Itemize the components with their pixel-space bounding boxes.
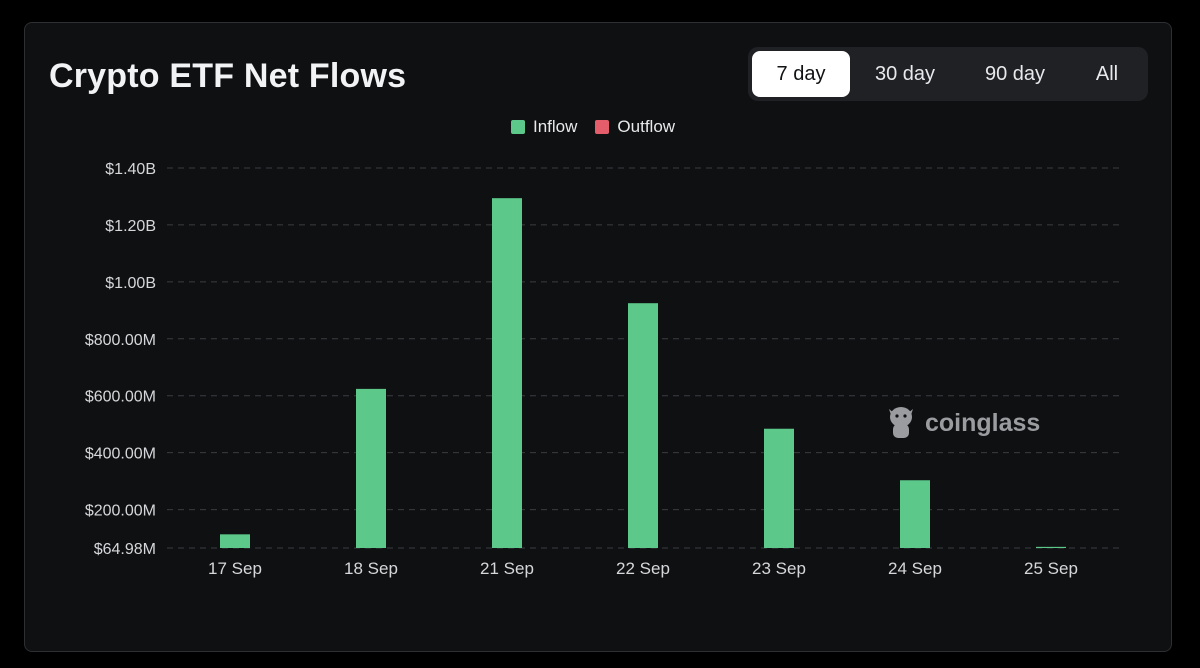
chart-legend: Inflow Outflow (511, 117, 693, 137)
y-tick-label: $200.00M (85, 503, 156, 520)
x-tick-label: 21 Sep (480, 559, 534, 578)
coinglass-watermark: coinglass (885, 404, 1040, 442)
time-range-selector: 7 day 30 day 90 day All (748, 47, 1148, 101)
watermark-text: coinglass (925, 408, 1041, 437)
x-tick-label: 25 Sep (1024, 559, 1078, 578)
x-tick-label: 17 Sep (208, 559, 262, 578)
y-tick-label: $1.20B (105, 218, 156, 235)
legend-outflow[interactable]: Outflow (595, 117, 675, 137)
x-tick-label: 18 Sep (344, 559, 398, 578)
y-tick-label: $600.00M (85, 389, 156, 406)
bar-inflow[interactable] (764, 428, 794, 548)
bar-inflow[interactable] (220, 534, 250, 548)
y-tick-label: $1.40B (105, 161, 156, 178)
y-tick-label: $64.98M (94, 541, 156, 558)
range-all-button[interactable]: All (1095, 62, 1119, 85)
range-90-day-button[interactable]: 90 day (984, 62, 1046, 85)
chart-card: Crypto ETF Net Flows 7 day 30 day 90 day… (24, 22, 1172, 652)
x-tick-label: 22 Sep (616, 559, 670, 578)
inflow-swatch (511, 120, 525, 134)
legend-inflow[interactable]: Inflow (511, 117, 577, 137)
bar-inflow[interactable] (1036, 546, 1066, 548)
bar-chart: $64.98M $200.00M $400.00M $600.00M $800.00M $… (85, 161, 1119, 578)
bar-inflow[interactable] (356, 388, 386, 548)
coinglass-logo-icon (889, 407, 913, 438)
bar-inflow[interactable] (492, 198, 522, 549)
legend-inflow-label: Inflow (533, 117, 578, 136)
y-tick-label: $800.00M (85, 332, 156, 349)
outflow-swatch (595, 120, 610, 134)
bar-inflow[interactable] (628, 303, 658, 548)
y-axis-ticks: $64.98M $200.00M $400.00M $600.00M $800.00M $… (85, 161, 156, 558)
y-tick-label: $400.00M (85, 446, 156, 463)
x-tick-label: 24 Sep (888, 559, 942, 578)
chart-title: Crypto ETF Net Flows (49, 57, 407, 95)
range-7-day-button[interactable]: 7 day (752, 51, 850, 97)
x-axis-ticks: 17 Sep 18 Sep 21 Sep 22 Sep 23 Sep 24 Sep 25 S… (208, 559, 1078, 578)
bars (220, 198, 1066, 549)
x-tick-label: 23 Sep (752, 559, 806, 578)
range-30-day-button[interactable]: 30 day (874, 62, 936, 85)
legend-outflow-label: Outflow (617, 117, 676, 136)
bar-inflow[interactable] (900, 480, 930, 548)
y-tick-label: $1.00B (105, 275, 156, 292)
